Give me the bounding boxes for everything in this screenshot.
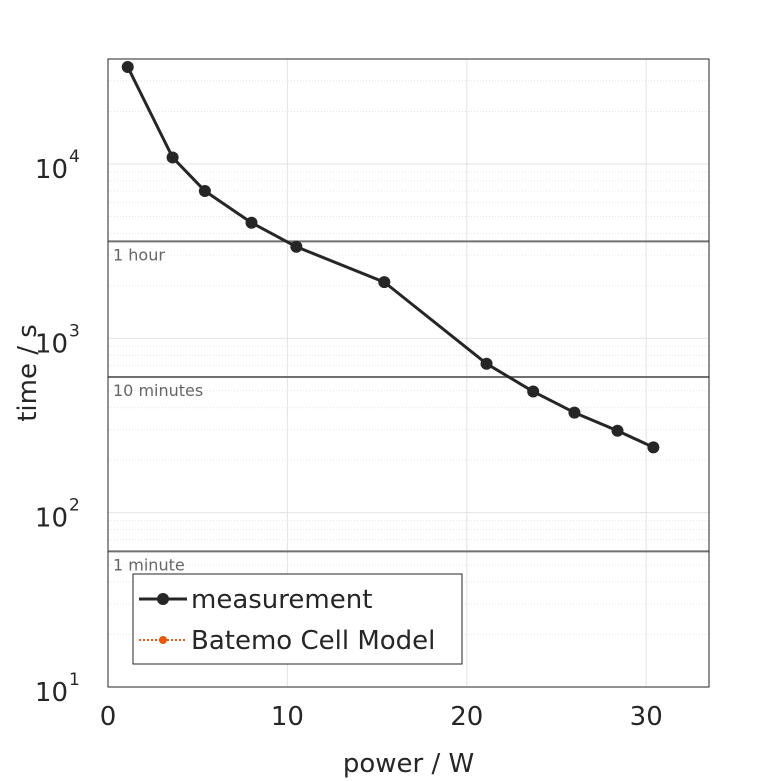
data-point xyxy=(378,276,391,289)
y-tick-label: 10 xyxy=(35,678,68,708)
data-point xyxy=(121,60,134,73)
x-tick-labels: 0 10 20 30 xyxy=(100,702,663,732)
legend-entry-label: Batemo Cell Model xyxy=(191,626,435,656)
y-tick-label: 10 xyxy=(35,504,68,534)
data-point xyxy=(568,406,581,419)
x-tick-label: 30 xyxy=(630,702,663,732)
y-tick-label: 10 xyxy=(35,329,68,359)
grid xyxy=(108,58,709,688)
legend-box xyxy=(132,573,463,665)
y-tick-exponent: 1 xyxy=(69,670,80,690)
reference-line-label: 1 minute xyxy=(113,555,185,574)
data-point xyxy=(198,184,211,197)
series-layer xyxy=(121,60,660,454)
data-point xyxy=(245,216,258,229)
x-tick-label: 10 xyxy=(271,702,304,732)
legend-marker xyxy=(159,636,167,644)
reference-lines: 1 hour 10 minutes 1 minute xyxy=(108,240,709,574)
data-point xyxy=(290,240,303,253)
y-tick-label: 10 xyxy=(35,155,68,185)
legend-marker xyxy=(157,593,169,605)
y-tick-exponent: 3 xyxy=(69,321,80,341)
data-point xyxy=(166,151,179,164)
x-tick-label: 0 xyxy=(100,702,117,732)
y-axis-label: time / s xyxy=(13,324,43,422)
reference-line-label: 10 minutes xyxy=(113,381,203,400)
data-point xyxy=(527,385,540,398)
reference-line-label: 1 hour xyxy=(113,245,165,264)
data-point xyxy=(647,441,660,454)
y-tick-exponent: 2 xyxy=(69,496,80,516)
legend-entry-label: measurement xyxy=(191,585,372,615)
x-axis-label: power / W xyxy=(343,749,474,779)
y-tick-exponent: 4 xyxy=(69,147,80,167)
data-point xyxy=(611,424,624,437)
legend: measurement Batemo Cell Model xyxy=(132,573,463,665)
data-point xyxy=(480,357,493,370)
plot-frame xyxy=(107,58,710,688)
x-tick-label: 20 xyxy=(450,702,483,732)
